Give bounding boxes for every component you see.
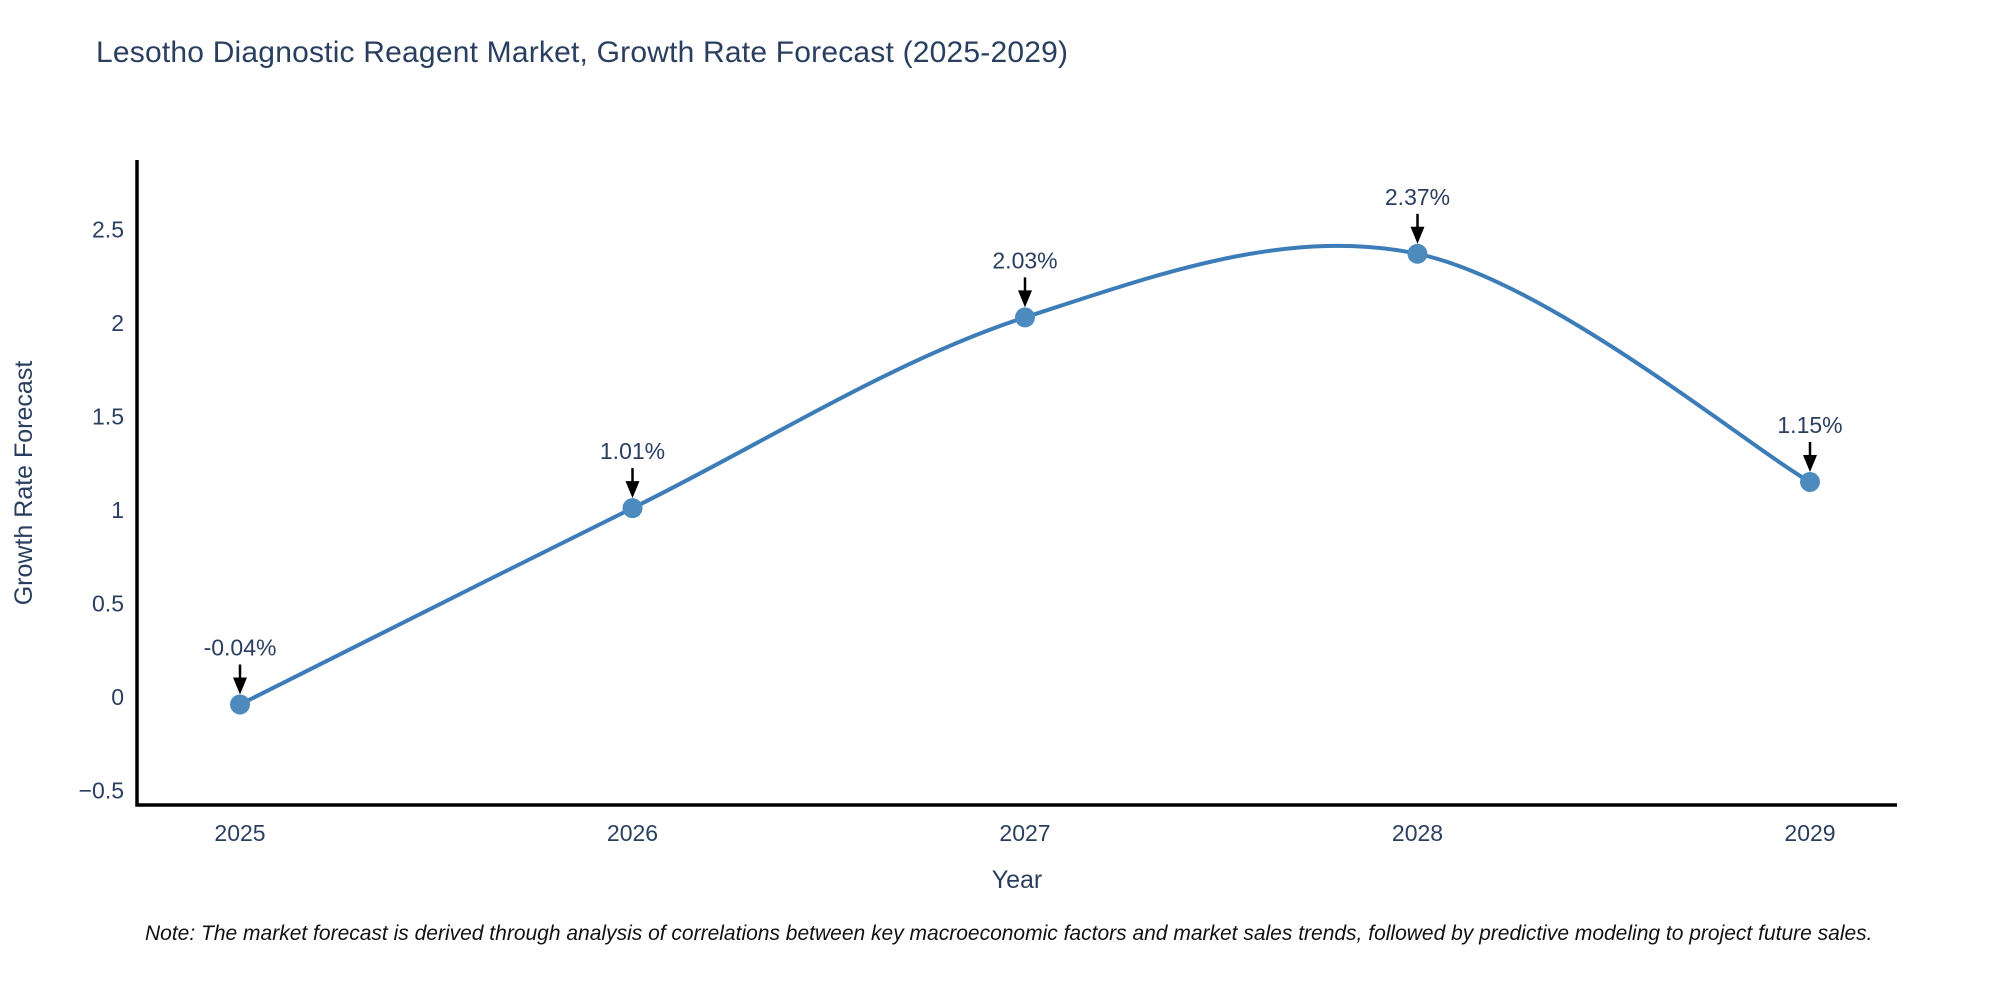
data-point-marker (1015, 307, 1035, 328)
data-point-marker (230, 694, 250, 715)
annotation-arrowhead-icon (625, 481, 640, 499)
x-tick-label: 2028 (1392, 820, 1443, 846)
point-annotation-label: 1.15% (1777, 412, 1842, 438)
x-tick-label: 2025 (214, 820, 265, 846)
annotation-arrowhead-icon (1410, 226, 1425, 244)
point-annotation-label: 2.03% (992, 247, 1057, 273)
y-tick-label: 1 (111, 497, 124, 523)
annotation-arrowhead-icon (233, 677, 247, 695)
data-point-marker (622, 498, 643, 519)
point-annotation-label: 1.01% (600, 438, 665, 464)
y-axis-title: Growth Rate Forecast (10, 360, 38, 606)
y-tick-label: 0.5 (92, 591, 124, 617)
y-tick-label: 1.5 (92, 404, 124, 430)
x-tick-label: 2029 (1784, 820, 1835, 846)
footnote: Note: The market forecast is derived thr… (145, 922, 1873, 945)
y-tick-label: 0 (111, 684, 124, 710)
annotation-arrowhead-icon (1803, 454, 1817, 472)
x-tick-label: 2026 (607, 820, 658, 846)
y-tick-label: −0.5 (79, 778, 124, 804)
point-annotation-label: 2.37% (1385, 184, 1450, 210)
data-point-marker (1407, 243, 1428, 264)
y-tick-label: 2 (111, 310, 124, 336)
x-tick-label: 2027 (999, 820, 1050, 846)
x-axis-title: Year (991, 866, 1043, 894)
point-annotation-label: -0.04% (204, 635, 277, 661)
data-point-marker (1800, 471, 1820, 492)
y-tick-label: 2.5 (92, 217, 124, 243)
axis-lines (135, 160, 1897, 807)
chart-title: Lesotho Diagnostic Reagent Market, Growt… (96, 36, 1069, 69)
annotation-arrowhead-icon (1018, 290, 1032, 308)
